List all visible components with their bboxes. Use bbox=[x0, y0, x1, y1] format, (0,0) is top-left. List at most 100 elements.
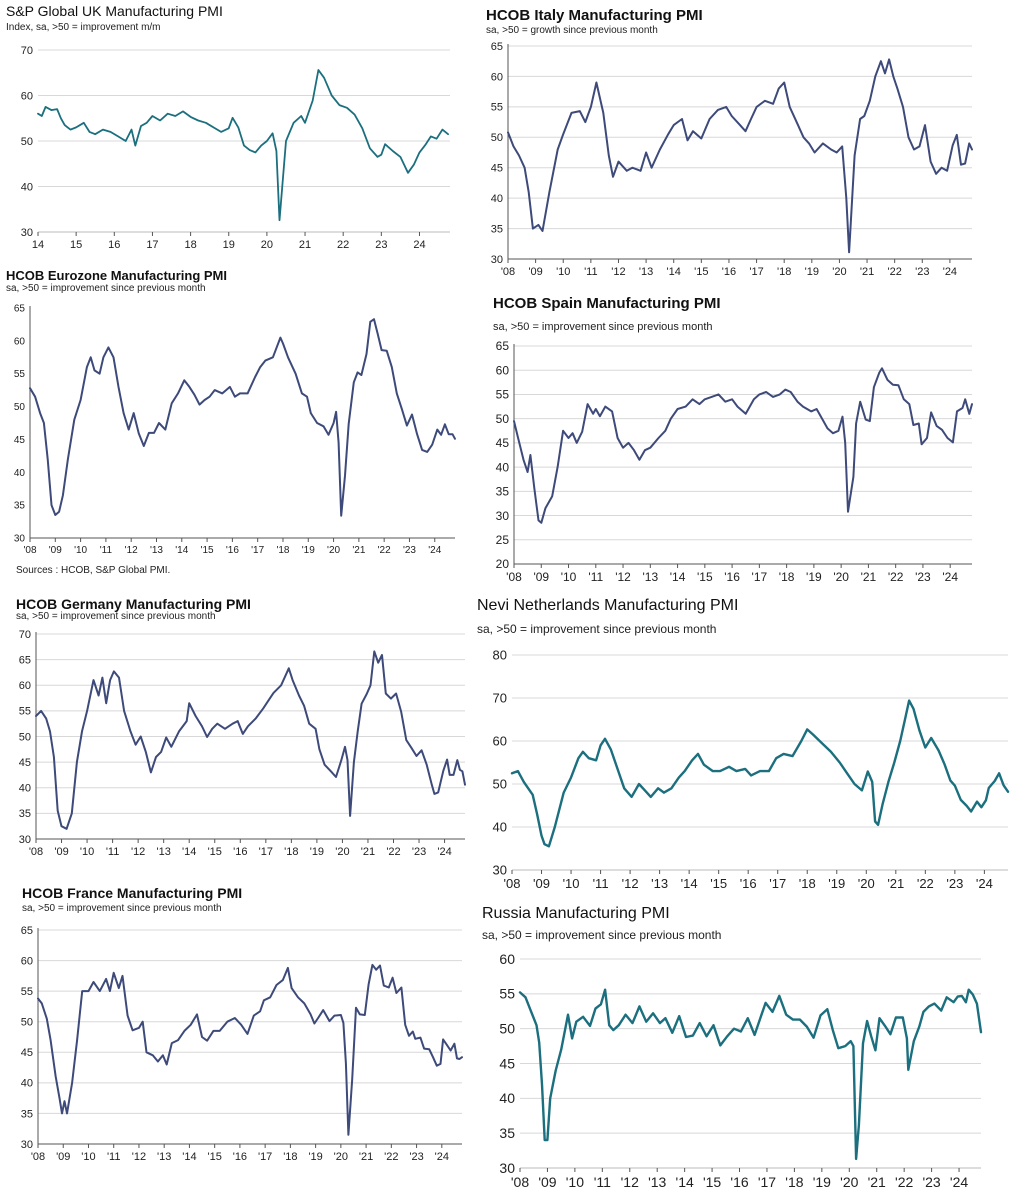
chart-title: HCOB Germany Manufacturing PMI bbox=[16, 596, 251, 612]
x-tick-label: '13 bbox=[150, 545, 163, 556]
y-tick-label: 30 bbox=[496, 509, 510, 523]
x-tick-label: '19 bbox=[308, 1151, 322, 1163]
x-tick-label: '12 bbox=[131, 846, 145, 858]
x-tick-label: 18 bbox=[184, 239, 196, 251]
x-tick-label: '15 bbox=[208, 846, 222, 858]
x-tick-label: '19 bbox=[828, 876, 845, 891]
y-tick-label: 45 bbox=[19, 757, 31, 769]
x-tick-label: '13 bbox=[642, 570, 658, 584]
x-tick-label: '20 bbox=[858, 876, 875, 891]
y-tick-label: 45 bbox=[496, 436, 510, 450]
y-tick-label: 40 bbox=[21, 181, 33, 193]
y-tick-label: 40 bbox=[14, 468, 26, 479]
x-tick-label: '14 bbox=[175, 545, 188, 556]
chart-svg: 30 40 50 60 70 14 15 16 17 18 19 20 21 22 23 24 bbox=[21, 45, 450, 251]
chart-subtitle: Index, sa, >50 = improvement m/m bbox=[6, 22, 161, 33]
x-tick-label: '17 bbox=[758, 1174, 776, 1190]
x-tick-label: '08 bbox=[23, 545, 36, 556]
x-tick-label: '11 bbox=[584, 266, 598, 278]
x-tick-label: '23 bbox=[412, 846, 426, 858]
x-tick-label: '23 bbox=[915, 266, 929, 278]
x-tick-label: '22 bbox=[887, 266, 901, 278]
x-tick-label: 20 bbox=[261, 239, 273, 251]
chart-eurozone: HCOB Eurozone Manufacturing PMI sa, >50 … bbox=[0, 266, 470, 586]
x-tick-label: '17 bbox=[769, 876, 786, 891]
y-tick-label: 30 bbox=[21, 1139, 33, 1151]
x-tick-label: '11 bbox=[594, 1174, 611, 1190]
x-tick-label: '24 bbox=[428, 545, 441, 556]
x-tick-label: '14 bbox=[667, 266, 681, 278]
x-tick-label: '12 bbox=[125, 545, 138, 556]
x-tick-label: '21 bbox=[352, 545, 365, 556]
y-tick-label: 30 bbox=[14, 534, 26, 545]
y-tick-label: 65 bbox=[19, 654, 31, 666]
chart-svg: 30 35 40 45 50 55 60 65 70 '08 '09 '10 '11 '12 '13 '14 '… bbox=[19, 629, 466, 858]
x-tick-label: '16 bbox=[722, 266, 736, 278]
x-tick-label: '11 bbox=[100, 545, 113, 556]
x-tick-label: 23 bbox=[375, 239, 387, 251]
chart-svg: 30 35 40 45 50 55 60 65 '08 '09 '10 '11 '12 '13 '14 '15… bbox=[491, 41, 973, 278]
x-tick-label: '15 bbox=[710, 876, 727, 891]
chart-uk: S&P Global UK Manufacturing PMI Index, s… bbox=[0, 0, 500, 262]
x-tick-label: '10 bbox=[80, 846, 94, 858]
x-tick-label: '12 bbox=[132, 1151, 146, 1163]
chart-netherlands: Nevi Netherlands Manufacturing PMI sa, >… bbox=[476, 596, 1011, 898]
x-tick-label: '19 bbox=[302, 545, 315, 556]
series-line bbox=[35, 650, 466, 830]
x-tick-label: '22 bbox=[917, 876, 934, 891]
x-tick-label: '14 bbox=[676, 1174, 694, 1190]
x-tick-label: '16 bbox=[730, 1174, 748, 1190]
chart-subtitle: sa, >50 = improvement since previous mon… bbox=[6, 283, 206, 294]
chart-subtitle: sa, >50 = improvement since previous mon… bbox=[16, 611, 216, 622]
y-tick-label: 50 bbox=[491, 132, 503, 144]
x-tick-label: '15 bbox=[694, 266, 708, 278]
chart-title: Nevi Netherlands Manufacturing PMI bbox=[477, 597, 739, 614]
y-tick-label: 40 bbox=[21, 1078, 33, 1090]
x-tick-label: '23 bbox=[403, 545, 416, 556]
x-tick-label: '11 bbox=[588, 570, 603, 584]
x-tick-label: '08 bbox=[511, 1174, 529, 1190]
chart-svg: 30 40 50 60 70 80 '08 '09 '10 '11 '12 '13 '14 '15 '16 '… bbox=[493, 648, 1010, 891]
x-tick-label: '17 bbox=[259, 846, 273, 858]
chart-subtitle: sa, >50 = improvement since previous mon… bbox=[22, 903, 222, 914]
series-line bbox=[37, 69, 449, 222]
x-tick-label: 14 bbox=[32, 239, 44, 251]
x-tick-label: '20 bbox=[327, 545, 340, 556]
x-tick-label: '16 bbox=[724, 570, 740, 584]
y-tick-label: 60 bbox=[499, 951, 515, 967]
y-tick-label: 40 bbox=[491, 193, 503, 205]
x-tick-label: '15 bbox=[697, 570, 713, 584]
x-tick-label: '22 bbox=[888, 570, 904, 584]
y-tick-label: 65 bbox=[496, 339, 510, 353]
x-tick-label: '14 bbox=[670, 570, 686, 584]
y-tick-label: 30 bbox=[21, 227, 33, 239]
x-tick-label: '09 bbox=[49, 545, 62, 556]
y-tick-label: 50 bbox=[21, 136, 33, 148]
x-tick-label: '11 bbox=[107, 1151, 121, 1163]
chart-title: HCOB Eurozone Manufacturing PMI bbox=[6, 268, 227, 283]
chart-russia: Russia Manufacturing PMI sa, >50 = impro… bbox=[476, 902, 1011, 1200]
x-tick-label: '24 bbox=[942, 570, 958, 584]
chart-subtitle: sa, >50 = improvement since previous mon… bbox=[482, 928, 722, 942]
x-tick-label: 24 bbox=[413, 239, 425, 251]
chart-subtitle: sa, >50 = growth since previous month bbox=[486, 25, 658, 36]
y-tick-label: 50 bbox=[21, 1017, 33, 1029]
y-tick-label: 60 bbox=[493, 734, 507, 749]
x-tick-label: '17 bbox=[251, 545, 264, 556]
y-tick-label: 70 bbox=[493, 691, 507, 706]
y-tick-label: 35 bbox=[14, 501, 26, 512]
y-tick-label: 40 bbox=[499, 1090, 515, 1106]
x-tick-label: '10 bbox=[74, 545, 87, 556]
x-tick-label: 16 bbox=[108, 239, 120, 251]
x-tick-label: '21 bbox=[868, 1174, 886, 1190]
y-tick-label: 25 bbox=[496, 533, 510, 547]
chart-svg: 30 35 40 45 50 55 60 '08 '09 '10 '11 '12 '13 '14 '15 '1… bbox=[499, 951, 983, 1190]
x-tick-label: '22 bbox=[895, 1174, 913, 1190]
y-tick-label: 55 bbox=[21, 986, 33, 998]
y-tick-label: 50 bbox=[19, 731, 31, 743]
x-tick-label: '08 bbox=[506, 570, 522, 584]
y-tick-label: 60 bbox=[21, 955, 33, 967]
chart-france: HCOB France Manufacturing PMI sa, >50 = … bbox=[0, 884, 470, 1174]
y-tick-label: 60 bbox=[496, 363, 510, 377]
x-tick-label: '08 bbox=[31, 1151, 45, 1163]
